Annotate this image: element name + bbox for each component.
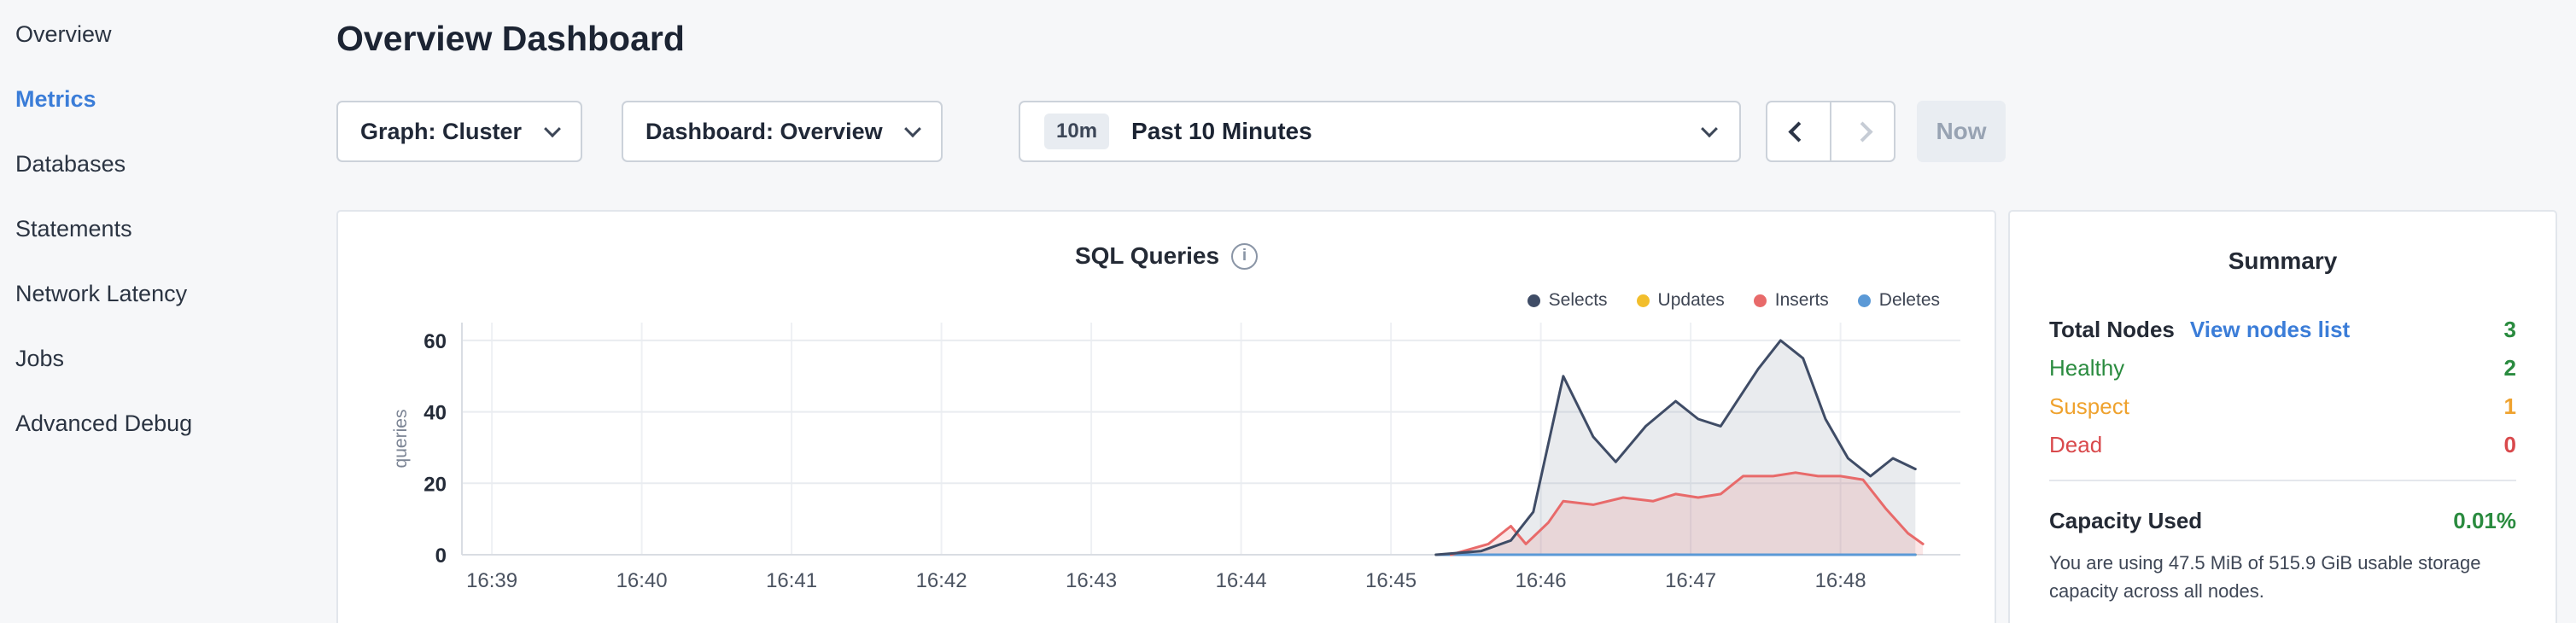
node-status-label: Healthy bbox=[2049, 355, 2125, 381]
chart-legend: Selects Updates Inserts Deletes bbox=[1527, 290, 1940, 311]
svg-text:40: 40 bbox=[423, 402, 447, 425]
svg-text:16:40: 16:40 bbox=[616, 569, 668, 592]
capacity-row: Capacity Used 0.01% bbox=[2049, 502, 2516, 540]
legend-label: Selects bbox=[1548, 290, 1608, 310]
sql-queries-chart-card: SQL Queries i Selects Updates Inserts Delet… bbox=[336, 210, 1996, 623]
sidebar-item-network-latency[interactable]: Network Latency bbox=[15, 280, 188, 306]
svg-text:16:48: 16:48 bbox=[1815, 569, 1866, 592]
legend-label: Deletes bbox=[1878, 290, 1940, 310]
legend-dot-deletes bbox=[1857, 294, 1871, 307]
chart-title-row: SQL Queries i bbox=[338, 242, 1995, 270]
time-window-label: Past 10 Minutes bbox=[1131, 118, 1312, 144]
sql-queries-chart[interactable]: 0 20 40 60 16:39 16:40 16:41 16:42 16:43 16:44 16:… bbox=[381, 307, 1969, 602]
svg-text:20: 20 bbox=[423, 473, 447, 496]
total-nodes-label: Total Nodes bbox=[2049, 317, 2175, 342]
view-nodes-list-link[interactable]: View nodes list bbox=[2189, 317, 2351, 342]
node-status-label: Dead bbox=[2049, 432, 2103, 457]
chevron-right-icon bbox=[1852, 120, 1873, 143]
chevron-down-icon bbox=[904, 120, 921, 138]
summary-title: Summary bbox=[2228, 247, 2338, 274]
sidebar-item-metrics[interactable]: Metrics bbox=[15, 85, 96, 112]
summary-rows: Total Nodes View nodes list 3 Healthy 2 Su… bbox=[2049, 311, 2516, 464]
dashboard-dropdown-label: Dashboard: Overview bbox=[645, 118, 883, 144]
svg-text:60: 60 bbox=[423, 330, 447, 353]
svg-text:16:47: 16:47 bbox=[1665, 569, 1716, 592]
total-nodes-value: 3 bbox=[2503, 317, 2516, 342]
dashboard-dropdown[interactable]: Dashboard: Overview bbox=[622, 101, 943, 162]
time-back-button[interactable] bbox=[1766, 101, 1831, 162]
summary-panel: Summary Total Nodes View nodes list 3 He… bbox=[2008, 210, 2557, 623]
capacity-note: You are using 47.5 MiB of 515.9 GiB usab… bbox=[2049, 552, 2481, 602]
controls-bar: Graph: Cluster Dashboard: Overview 10m P… bbox=[336, 101, 2006, 162]
svg-text:16:43: 16:43 bbox=[1066, 569, 1117, 592]
chevron-left-icon bbox=[1788, 120, 1809, 143]
legend-item-updates[interactable]: Updates bbox=[1636, 290, 1725, 311]
total-nodes-row: Total Nodes View nodes list 3 bbox=[2049, 311, 2516, 349]
node-status-row-healthy: Healthy 2 bbox=[2049, 349, 2516, 387]
sidebar-item-jobs[interactable]: Jobs bbox=[15, 345, 65, 371]
time-window-badge: 10m bbox=[1044, 114, 1110, 149]
legend-dot-updates bbox=[1636, 294, 1650, 307]
legend-dot-inserts bbox=[1753, 294, 1767, 307]
page-title: Overview Dashboard bbox=[336, 19, 685, 58]
sidebar-item-statements[interactable]: Statements bbox=[15, 215, 132, 242]
svg-text:16:42: 16:42 bbox=[916, 569, 967, 592]
sidebar-item-advanced-debug[interactable]: Advanced Debug bbox=[15, 410, 193, 436]
chevron-down-icon bbox=[1701, 120, 1718, 138]
time-forward-button[interactable] bbox=[1830, 101, 1895, 162]
legend-label: Inserts bbox=[1774, 290, 1829, 310]
svg-text:16:44: 16:44 bbox=[1216, 569, 1267, 592]
sidebar-item-overview[interactable]: Overview bbox=[15, 20, 112, 47]
legend-item-inserts[interactable]: Inserts bbox=[1753, 290, 1829, 311]
svg-text:16:46: 16:46 bbox=[1516, 569, 1567, 592]
capacity-label: Capacity Used bbox=[2049, 508, 2203, 533]
graph-dropdown-label: Graph: Cluster bbox=[360, 118, 523, 144]
node-status-row-suspect: Suspect 1 bbox=[2049, 387, 2516, 426]
legend-item-selects[interactable]: Selects bbox=[1527, 290, 1608, 311]
node-status-row-dead: Dead 0 bbox=[2049, 426, 2516, 464]
graph-dropdown[interactable]: Graph: Cluster bbox=[336, 101, 582, 162]
sidebar-item-databases[interactable]: Databases bbox=[15, 150, 126, 177]
svg-text:16:39: 16:39 bbox=[466, 569, 517, 592]
sidebar: Overview Metrics Databases Statements Networ… bbox=[0, 2, 329, 456]
legend-dot-selects bbox=[1527, 294, 1540, 307]
node-status-rows: Healthy 2 Suspect 1 Dead 0 bbox=[2049, 349, 2516, 464]
node-status-value: 0 bbox=[2503, 432, 2516, 457]
node-status-value: 1 bbox=[2503, 393, 2516, 419]
svg-text:0: 0 bbox=[435, 544, 447, 568]
chevron-down-icon bbox=[544, 120, 561, 138]
capacity-value: 0.01% bbox=[2453, 508, 2516, 533]
now-button[interactable]: Now bbox=[1917, 101, 2006, 162]
chart-title: SQL Queries bbox=[1074, 242, 1220, 269]
svg-text:16:41: 16:41 bbox=[766, 569, 817, 592]
main-content: Overview Dashboard Graph: Cluster Dashbo… bbox=[336, 0, 2576, 623]
svg-text:queries: queries bbox=[391, 410, 411, 469]
node-status-label: Suspect bbox=[2049, 393, 2129, 419]
legend-label: Updates bbox=[1657, 290, 1725, 310]
svg-text:16:45: 16:45 bbox=[1365, 569, 1417, 592]
node-status-value: 2 bbox=[2503, 355, 2516, 381]
info-icon[interactable]: i bbox=[1231, 242, 1259, 270]
summary-divider bbox=[2049, 480, 2516, 481]
legend-item-deletes[interactable]: Deletes bbox=[1857, 290, 1940, 311]
time-window-arrows bbox=[1766, 101, 1895, 162]
time-window-dropdown[interactable]: 10m Past 10 Minutes bbox=[1019, 101, 1741, 162]
